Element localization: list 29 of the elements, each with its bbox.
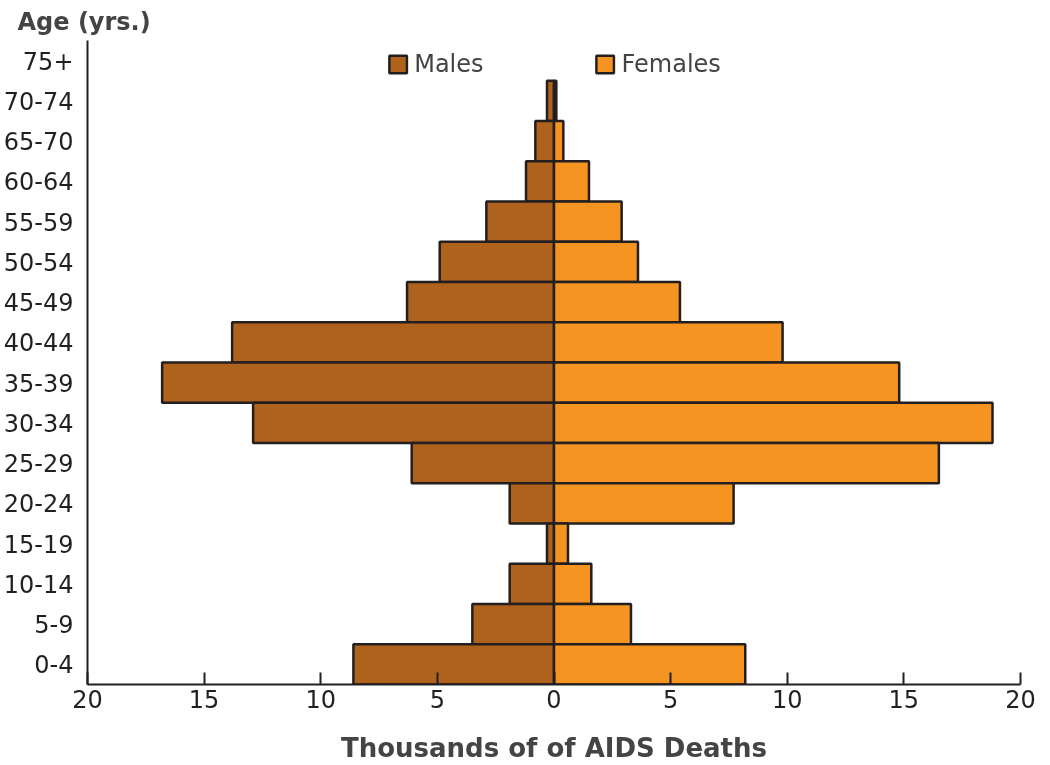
- x-tick-label: 10: [771, 685, 803, 714]
- x-axis-title: Thousands of of AIDS Deaths: [340, 732, 768, 763]
- y-tick-label: 5-9: [34, 611, 74, 640]
- y-tick-label: 10-14: [3, 570, 74, 599]
- x-tick-label: 10: [305, 685, 337, 714]
- y-tick-label: 55-59: [3, 208, 74, 237]
- y-tick-label: 15-19: [3, 530, 74, 559]
- legend-label: Males: [414, 50, 484, 78]
- x-tick-label: 0: [546, 685, 562, 714]
- y-tick-label: 70-74: [3, 87, 74, 116]
- y-axis-title: Age (yrs.): [17, 7, 151, 36]
- x-tick-label: 5: [662, 685, 679, 714]
- y-tick-label: 40-44: [3, 329, 74, 358]
- y-tick-label: 60-64: [3, 168, 74, 197]
- x-tick-label: 5: [429, 685, 446, 714]
- y-tick-label: 75+: [22, 47, 74, 76]
- legend-label: Females: [621, 50, 721, 78]
- x-tick-label: 15: [888, 685, 920, 714]
- y-tick-label: 0-4: [34, 651, 74, 680]
- y-tick-label: 20-24: [3, 490, 74, 519]
- y-tick-label: 65-70: [3, 128, 74, 157]
- y-tick-label: 45-49: [3, 289, 74, 318]
- x-tick-label: 15: [188, 685, 220, 714]
- x-tick-label: 20: [1005, 685, 1036, 714]
- y-tick-label: 35-39: [3, 369, 74, 398]
- y-tick-label: 25-29: [3, 450, 74, 479]
- y-tick-label: 30-34: [3, 409, 74, 438]
- x-tick-label: 20: [72, 685, 103, 714]
- y-tick-label: 50-54: [3, 248, 74, 277]
